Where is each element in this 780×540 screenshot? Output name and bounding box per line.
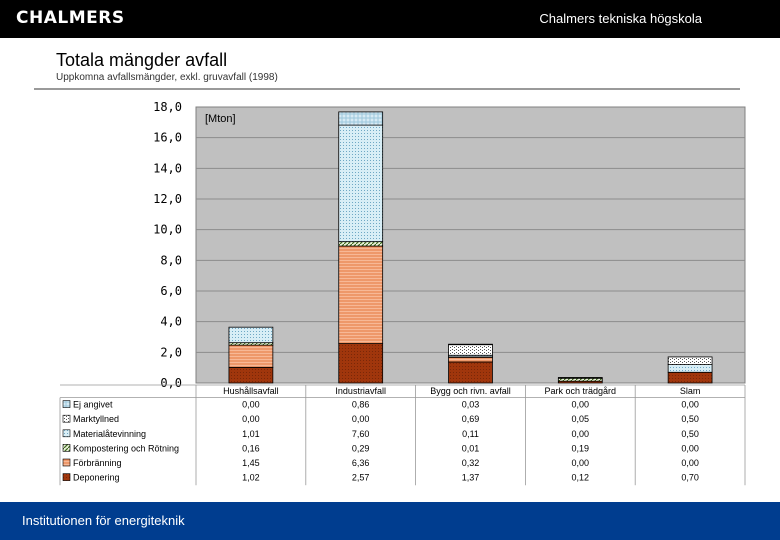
- legend-swatch: [62, 429, 71, 438]
- x-category-label: Industriavfall: [335, 386, 386, 396]
- stacked-bar-chart: 0,0 2,0 4,0 6,0 8,0 10,0 12,0 14,0 16,0 18,0 [Mto…: [59, 100, 746, 486]
- table-value: 0,00: [681, 443, 699, 453]
- y-tick-label: 16,0: [153, 131, 182, 145]
- legend-swatch: [62, 473, 71, 481]
- table-value: 0,03: [462, 400, 480, 410]
- table-value: 0,12: [572, 473, 590, 483]
- y-tick-label: 0,0: [160, 376, 182, 390]
- y-tick-label: 6,0: [160, 284, 182, 298]
- x-category-label: Bygg och rivn. avfall: [430, 386, 511, 396]
- legend-label: Ej angivet: [73, 400, 113, 410]
- table-value: 7,60: [352, 429, 370, 439]
- bar-segment: [228, 344, 274, 368]
- bar-segment: [667, 364, 713, 373]
- table-value: 0,70: [681, 473, 699, 483]
- table-value: 0,16: [242, 443, 260, 453]
- table-value: 1,37: [462, 473, 480, 483]
- bar-segment: [338, 245, 384, 344]
- bar-segment: [228, 326, 274, 344]
- table-value: 0,50: [681, 414, 699, 424]
- bar-segment: [448, 361, 493, 384]
- y-tick-label: 12,0: [153, 192, 182, 206]
- school-name: Chalmers tekniska högskola: [539, 11, 702, 26]
- table-value: 0,32: [462, 458, 480, 468]
- x-category-label: Slam: [680, 386, 701, 396]
- legend-label: Marktyllned: [73, 414, 119, 424]
- bar-segment: [338, 241, 384, 247]
- legend-swatch: [62, 458, 71, 467]
- table-value: 0,00: [681, 458, 699, 468]
- title-divider: [34, 88, 740, 90]
- footer-bar: Institutionen för energiteknik: [0, 502, 780, 540]
- table-value: 1,01: [242, 429, 260, 439]
- table-value: 0,69: [462, 414, 480, 424]
- table-value: 2,57: [352, 473, 370, 483]
- plot-area: [195, 106, 746, 384]
- page-title: Totala mängder avfall: [56, 50, 228, 70]
- legend-swatch: [62, 400, 71, 408]
- table-value: 0,00: [242, 400, 260, 410]
- legend-label: Materialåtevinning: [73, 429, 146, 439]
- table-value: 1,45: [242, 458, 260, 468]
- bar-segment: [338, 124, 384, 243]
- table-value: 0,05: [572, 414, 590, 424]
- chalmers-logo: CHALMERS: [16, 8, 125, 28]
- y-tick-label: 2,0: [160, 345, 182, 359]
- bar-segment: [557, 377, 603, 382]
- table-value: 0,01: [462, 443, 480, 453]
- table-value: 1,02: [242, 473, 260, 483]
- bar-segment: [338, 111, 384, 126]
- table-value: 0,86: [352, 400, 370, 410]
- x-category-label: Park och trädgård: [545, 386, 617, 396]
- table-value: 0,11: [462, 429, 479, 439]
- table-value: 0,00: [681, 400, 699, 410]
- y-tick-label: 4,0: [160, 315, 182, 329]
- y-tick-label: 18,0: [153, 100, 182, 114]
- bar-segment: [228, 366, 274, 384]
- y-tick-label: 14,0: [153, 161, 182, 175]
- legend-label: Kompostering och Rötning: [73, 443, 179, 453]
- legend-label: Förbränning: [73, 458, 122, 468]
- bar-segment: [448, 344, 493, 356]
- y-tick-label: 10,0: [153, 223, 182, 237]
- table-value: 0,29: [352, 443, 370, 453]
- table-value: 0,00: [352, 414, 370, 424]
- top-bar: CHALMERS Chalmers tekniska högskola: [0, 0, 780, 38]
- unit-label: [Mton]: [205, 113, 236, 125]
- bar-segment: [338, 343, 384, 384]
- table-value: 0,00: [572, 429, 590, 439]
- table-value: 0,19: [572, 443, 590, 453]
- y-tick-label: 8,0: [160, 253, 182, 267]
- legend-label: Deponering: [73, 473, 120, 483]
- legend-swatch: [62, 414, 71, 423]
- department-name: Institutionen för energiteknik: [22, 513, 185, 528]
- x-category-label: Hushållsavfall: [223, 386, 279, 396]
- bar-segment: [448, 343, 493, 346]
- table-value: 0,00: [242, 414, 260, 424]
- table-value: 0,00: [572, 458, 590, 468]
- bar-segment: [557, 377, 603, 379]
- bar-segment: [667, 371, 713, 384]
- bar-segment: [667, 356, 713, 365]
- legend-swatch: [62, 444, 71, 452]
- table-value: 0,50: [681, 429, 699, 439]
- table-value: 6,36: [352, 458, 370, 468]
- page-subtitle: Uppkomna avfallsmängder, exkl. gruvavfal…: [56, 72, 278, 83]
- table-value: 0,00: [572, 400, 590, 410]
